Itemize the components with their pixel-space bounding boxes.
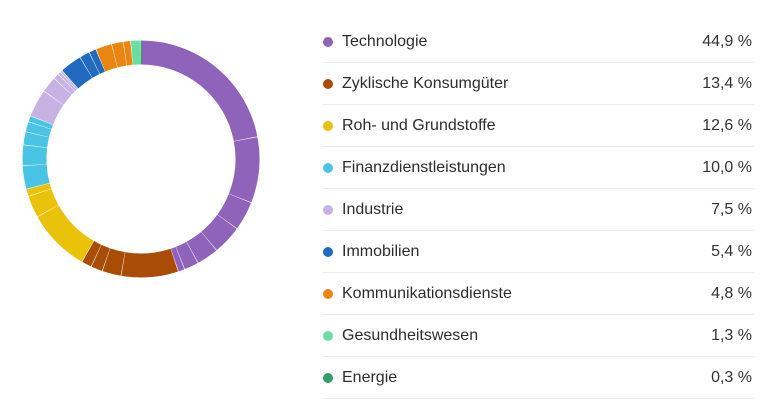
legend-dot-icon	[323, 247, 333, 257]
donut-segment[interactable]	[123, 41, 133, 66]
donut-segment[interactable]	[58, 72, 77, 92]
donut-svg	[22, 40, 260, 278]
donut-segment[interactable]	[91, 244, 110, 271]
legend-row-kommunikationsdienste[interactable]: Kommunikationsdienste 4,8 %	[322, 274, 754, 315]
legend-row-finanzdienstleistungen[interactable]: Finanzdienstleistungen 10,0 %	[322, 148, 754, 189]
legend-label: Immobilien	[342, 243, 420, 260]
legend-label: Gesundheitswesen	[342, 327, 479, 344]
legend-label: Zyklische Konsumgüter	[342, 75, 509, 92]
donut-segment[interactable]	[37, 205, 94, 262]
donut-segment[interactable]	[102, 248, 125, 276]
legend-value: 44,9 %	[702, 33, 752, 50]
donut-segment[interactable]	[54, 74, 75, 95]
donut-segment[interactable]	[60, 71, 78, 90]
legend-row-technologie[interactable]: Technologie 44,9 %	[322, 22, 754, 63]
donut-segment[interactable]	[111, 41, 127, 68]
donut-segment[interactable]	[186, 232, 217, 263]
donut-segment[interactable]	[22, 164, 50, 189]
legend-row-roh-und-grundstoffe[interactable]: Roh- und Grundstoffe 12,6 %	[322, 106, 754, 147]
legend-value: 13,4 %	[702, 75, 752, 92]
donut-segment[interactable]	[121, 248, 178, 278]
legend-label: Energie	[342, 369, 398, 386]
legend-value: 7,5 %	[711, 201, 752, 218]
donut-segment[interactable]	[229, 137, 260, 203]
sector-legend: Technologie 44,9 % Zyklische Konsumgüter…	[322, 22, 754, 400]
legend-value: 0,3 %	[711, 369, 752, 386]
donut-segment[interactable]	[176, 242, 198, 269]
legend-row-zyklische-konsumgueter[interactable]: Zyklische Konsumgüter 13,4 %	[322, 64, 754, 105]
sector-donut-chart	[10, 30, 280, 290]
legend-row-gesundheitswesen[interactable]: Gesundheitswesen 1,3 %	[322, 316, 754, 357]
legend-value: 5,4 %	[711, 243, 752, 260]
donut-segment[interactable]	[96, 44, 118, 72]
donut-segment[interactable]	[23, 132, 49, 148]
legend-label: Roh- und Grundstoffe	[342, 117, 496, 134]
legend-label: Industrie	[342, 201, 404, 218]
donut-segment[interactable]	[28, 116, 53, 129]
legend-dot-icon	[323, 331, 333, 341]
legend-dot-icon	[323, 121, 333, 131]
donut-segment[interactable]	[30, 91, 64, 125]
legend-dot-icon	[323, 163, 333, 173]
legend-dot-icon	[323, 289, 333, 299]
legend-label: Kommunikationsdienste	[342, 285, 512, 302]
legend-value: 1,3 %	[711, 327, 752, 344]
legend-dot-icon	[323, 79, 333, 89]
donut-segment[interactable]	[217, 194, 251, 229]
legend-row-industrie[interactable]: Industrie 7,5 %	[322, 190, 754, 231]
legend-value: 10,0 %	[702, 159, 752, 176]
donut-segment[interactable]	[28, 189, 59, 217]
donut-segment[interactable]	[80, 52, 100, 78]
donut-segment[interactable]	[130, 40, 141, 65]
legend-row-immobilien[interactable]: Immobilien 5,4 %	[322, 232, 754, 273]
donut-segment[interactable]	[82, 241, 101, 267]
donut-segment[interactable]	[89, 49, 105, 74]
legend-label: Finanzdienstleistungen	[342, 159, 506, 176]
donut-segment[interactable]	[25, 122, 52, 137]
legend-dot-icon	[323, 205, 333, 215]
legend-row-energie[interactable]: Energie 0,3 %	[322, 358, 754, 399]
donut-segment[interactable]	[201, 214, 237, 250]
legend-dot-icon	[323, 37, 333, 47]
donut-segment[interactable]	[26, 183, 52, 196]
legend-value: 4,8 %	[711, 285, 752, 302]
legend-dot-icon	[323, 373, 333, 383]
donut-segment[interactable]	[140, 40, 143, 65]
donut-segment[interactable]	[171, 247, 185, 272]
donut-segment[interactable]	[22, 145, 48, 166]
donut-segment[interactable]	[141, 40, 258, 142]
donut-segment[interactable]	[62, 57, 93, 89]
legend-label: Technologie	[342, 33, 428, 50]
legend-value: 12,6 %	[702, 117, 752, 134]
donut-segment[interactable]	[44, 78, 72, 105]
